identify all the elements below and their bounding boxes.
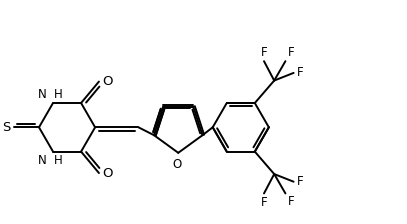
- Text: H: H: [54, 88, 62, 101]
- Text: N: N: [38, 88, 47, 101]
- Text: F: F: [287, 46, 294, 59]
- Text: O: O: [173, 158, 182, 171]
- Text: O: O: [102, 75, 112, 88]
- Text: F: F: [287, 196, 294, 209]
- Text: F: F: [297, 175, 303, 188]
- Text: O: O: [102, 166, 112, 179]
- Text: F: F: [261, 46, 267, 59]
- Text: H: H: [54, 154, 62, 167]
- Text: S: S: [2, 121, 11, 134]
- Text: N: N: [38, 154, 47, 167]
- Text: F: F: [297, 66, 303, 79]
- Text: F: F: [261, 196, 267, 209]
